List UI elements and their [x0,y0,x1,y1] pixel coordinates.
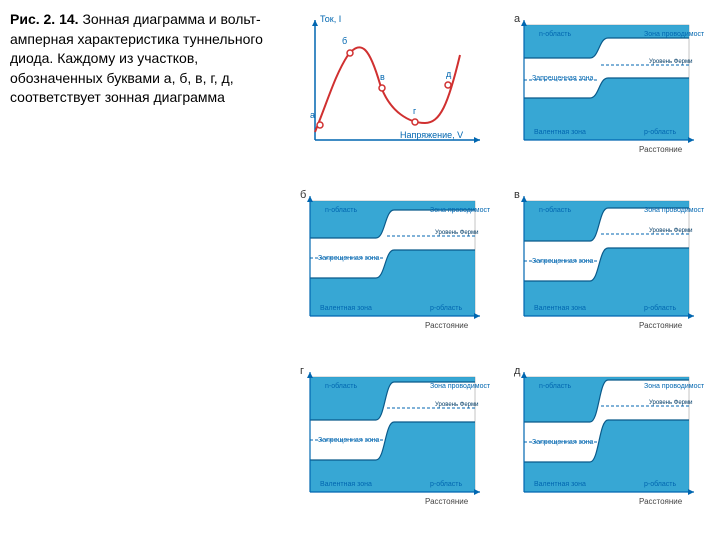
n-region-label: n-область [539,30,571,38]
iv-point-label: в [380,72,385,82]
x-arrow [474,489,480,495]
fermi-label: Уровень Ферми [649,400,693,406]
iv-point [317,122,323,128]
iv-curve [315,47,460,132]
fermi-label: Уровень Ферми [649,59,693,65]
p-region-label: p-область [430,304,462,312]
p-region-label: p-область [430,480,462,488]
panel-letter: г [300,365,304,377]
x-label: Напряжение, V [400,130,463,140]
x-arrow [474,137,480,143]
cond-label: Зона проводимости [430,383,490,390]
y-arrow [521,20,527,26]
band-diagram: а n-область Зона проводимости Запрещенна… [504,10,704,170]
x-axis-label: Расстояние [639,145,683,154]
fermi-label: Уровень Ферми [435,402,479,408]
n-region-label: n-область [325,382,357,390]
band-diagram: в n-область Зона проводимости Запрещенна… [504,186,704,346]
panels-grid: а б в г д Ток, I Напряжение, V а n-область З… [290,10,710,530]
band-diagram: д n-область Зона проводимости Запрещенна… [504,362,704,522]
x-arrow [688,137,694,143]
x-axis-label: Расстояние [639,497,683,506]
x-axis-label: Расстояние [639,321,683,330]
iv-chart: а б в г д Ток, I Напряжение, V [290,10,490,170]
gap-label: Запрещенная зона [532,258,594,265]
x-axis-label: Расстояние [425,321,469,330]
p-region-label: p-область [644,304,676,312]
figure-caption: Рис. 2. 14. Зонная диаграмма и вольт-амп… [10,10,290,530]
panel-letter: в [514,189,520,201]
iv-point-label: д [446,69,452,79]
iv-point [347,50,353,56]
band-panel-v: в n-область Зона проводимости Запрещенна… [504,186,710,354]
val-label: Валентная зона [320,305,372,312]
panel-letter: д [514,365,521,377]
val-label: Валентная зона [534,481,586,488]
cond-label: Зона проводимости [644,31,704,38]
y-arrow [307,196,313,202]
iv-panel: а б в г д Ток, I Напряжение, V [290,10,496,178]
iv-point [412,119,418,125]
y-arrow [312,20,318,26]
val-label: Валентная зона [320,481,372,488]
band-panel-b: б n-область Зона проводимости Запрещенна… [290,186,496,354]
gap-label: Запрещенная зона [318,437,380,444]
p-region-label: p-область [644,480,676,488]
n-region-label: n-область [539,206,571,214]
val-label: Валентная зона [534,305,586,312]
p-region-label: p-область [644,128,676,136]
iv-points: а б в г д [310,36,452,128]
iv-point-label: г [413,106,417,116]
gap-label: Запрещенная зона [532,75,594,82]
y-label: Ток, I [320,14,341,24]
band-panel-g: г n-область Зона проводимости Запрещенна… [290,362,496,530]
cond-label: Зона проводимости [430,207,490,214]
band-panel-a: а n-область Зона проводимости Запрещенна… [504,10,710,178]
fermi-label: Уровень Ферми [649,228,693,234]
x-arrow [688,313,694,319]
n-region-label: n-область [325,206,357,214]
caption-title: Рис. 2. 14. [10,11,79,27]
x-axis-label: Расстояние [425,497,469,506]
gap-label: Запрещенная зона [318,255,380,262]
iv-point [379,85,385,91]
panel-letter: б [300,189,306,201]
gap-label: Запрещенная зона [532,439,594,446]
x-arrow [474,313,480,319]
fermi-label: Уровень Ферми [435,230,479,236]
band-panel-d: д n-область Зона проводимости Запрещенна… [504,362,710,530]
iv-point-label: б [342,36,347,46]
cond-label: Зона проводимости [644,383,704,390]
n-region-label: n-область [539,382,571,390]
iv-point-label: а [310,110,315,120]
y-arrow [521,372,527,378]
band-diagram: г n-область Зона проводимости Запрещенна… [290,362,490,522]
iv-point [445,82,451,88]
val-label: Валентная зона [534,129,586,136]
band-diagram: б n-область Зона проводимости Запрещенна… [290,186,490,346]
y-arrow [307,372,313,378]
y-arrow [521,196,527,202]
x-arrow [688,489,694,495]
panel-letter: а [514,13,521,25]
cond-label: Зона проводимости [644,207,704,214]
